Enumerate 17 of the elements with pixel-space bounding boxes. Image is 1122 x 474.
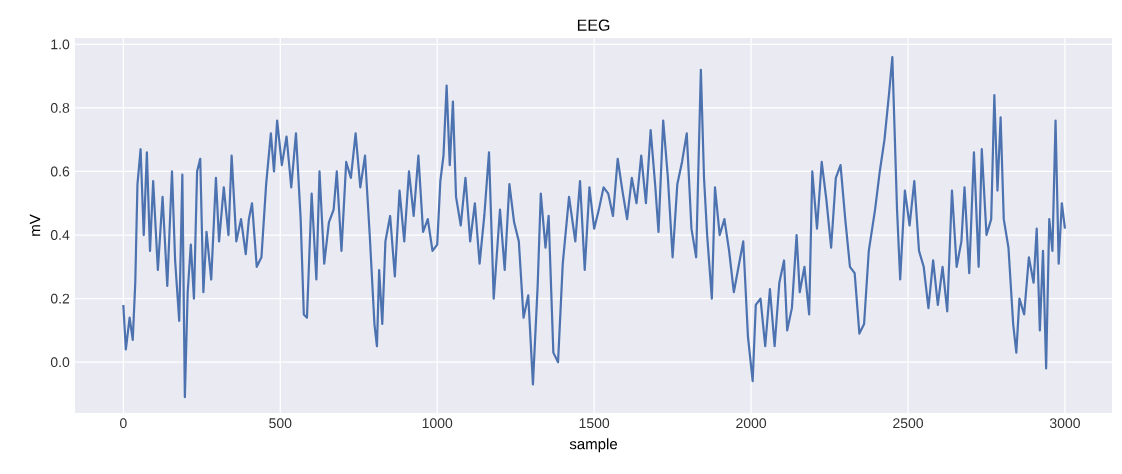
y-axis-title: mV (29, 214, 41, 236)
y-tick-label: 1.0 (51, 39, 70, 50)
y-tick-label: 0.8 (50, 102, 70, 113)
y-tick-label: 0.6 (50, 166, 70, 177)
x-tick-label: 1500 (579, 418, 610, 429)
x-tick-label: 2000 (736, 418, 767, 429)
y-tick-label: 0.2 (50, 293, 70, 304)
x-axis-title: sample (569, 438, 618, 453)
x-tick-label: 3000 (1049, 418, 1080, 429)
y-tick-label: 0.4 (50, 230, 70, 240)
x-tick-label: 0 (119, 418, 127, 429)
chart-title: EEG (577, 19, 610, 31)
x-tick-label: 500 (269, 418, 292, 429)
y-tick-label: 0.0 (50, 357, 70, 368)
x-tick-label: 1000 (422, 418, 453, 429)
line-series (122, 55, 1067, 399)
x-tick-label: 2500 (893, 418, 924, 429)
